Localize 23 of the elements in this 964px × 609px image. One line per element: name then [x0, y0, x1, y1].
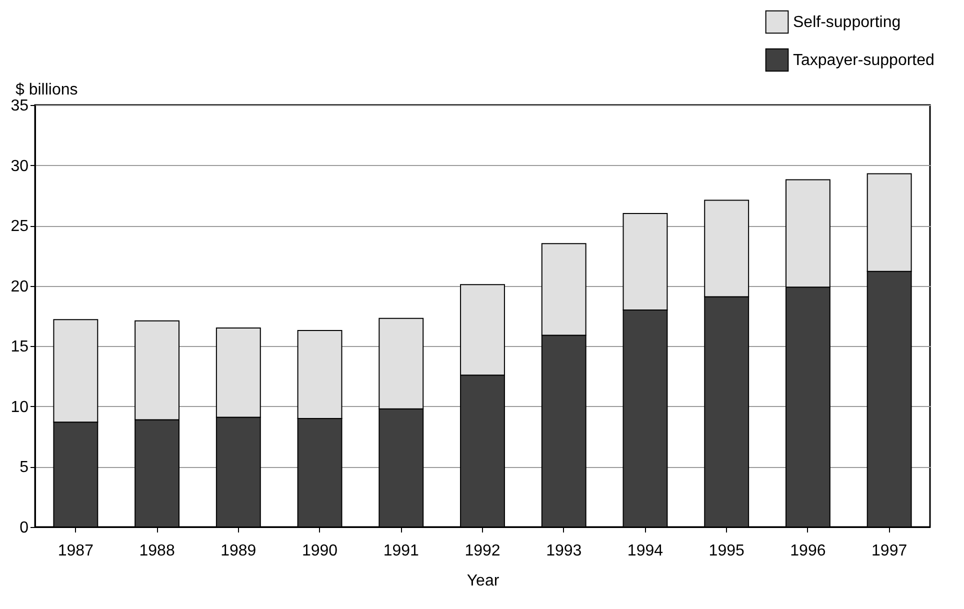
legend-label: Self-supporting	[793, 14, 901, 31]
y-tick-label: 20	[10, 278, 29, 296]
y-tick-label: 5	[20, 459, 29, 476]
y-axis-title: $ billions	[16, 82, 78, 98]
x-tick-label: 1992	[464, 542, 500, 560]
y-tick-label: 10	[10, 398, 29, 416]
x-tick-label: 1988	[139, 542, 175, 560]
x-tick-label: 1996	[790, 542, 826, 560]
y-tick-label: 25	[10, 218, 29, 236]
y-tick-label: 0	[20, 520, 29, 536]
y-tick-label: 30	[10, 158, 29, 175]
x-tick-label: 1994	[627, 542, 664, 560]
y-tick-label: 15	[10, 338, 29, 356]
x-tick-label: 1991	[383, 542, 420, 560]
legend-label: Taxpayer-supported	[793, 52, 934, 69]
x-tick-label: 1995	[708, 542, 744, 560]
x-axis-title: Year	[466, 572, 500, 590]
x-tick-label: 1987	[58, 542, 94, 560]
x-tick-label: 1990	[302, 542, 338, 560]
y-tick-label: 35	[10, 98, 29, 114]
x-tick-label: 1997	[872, 542, 908, 560]
x-tick-label: 1993	[546, 542, 582, 560]
x-tick-label: 1989	[220, 542, 256, 560]
